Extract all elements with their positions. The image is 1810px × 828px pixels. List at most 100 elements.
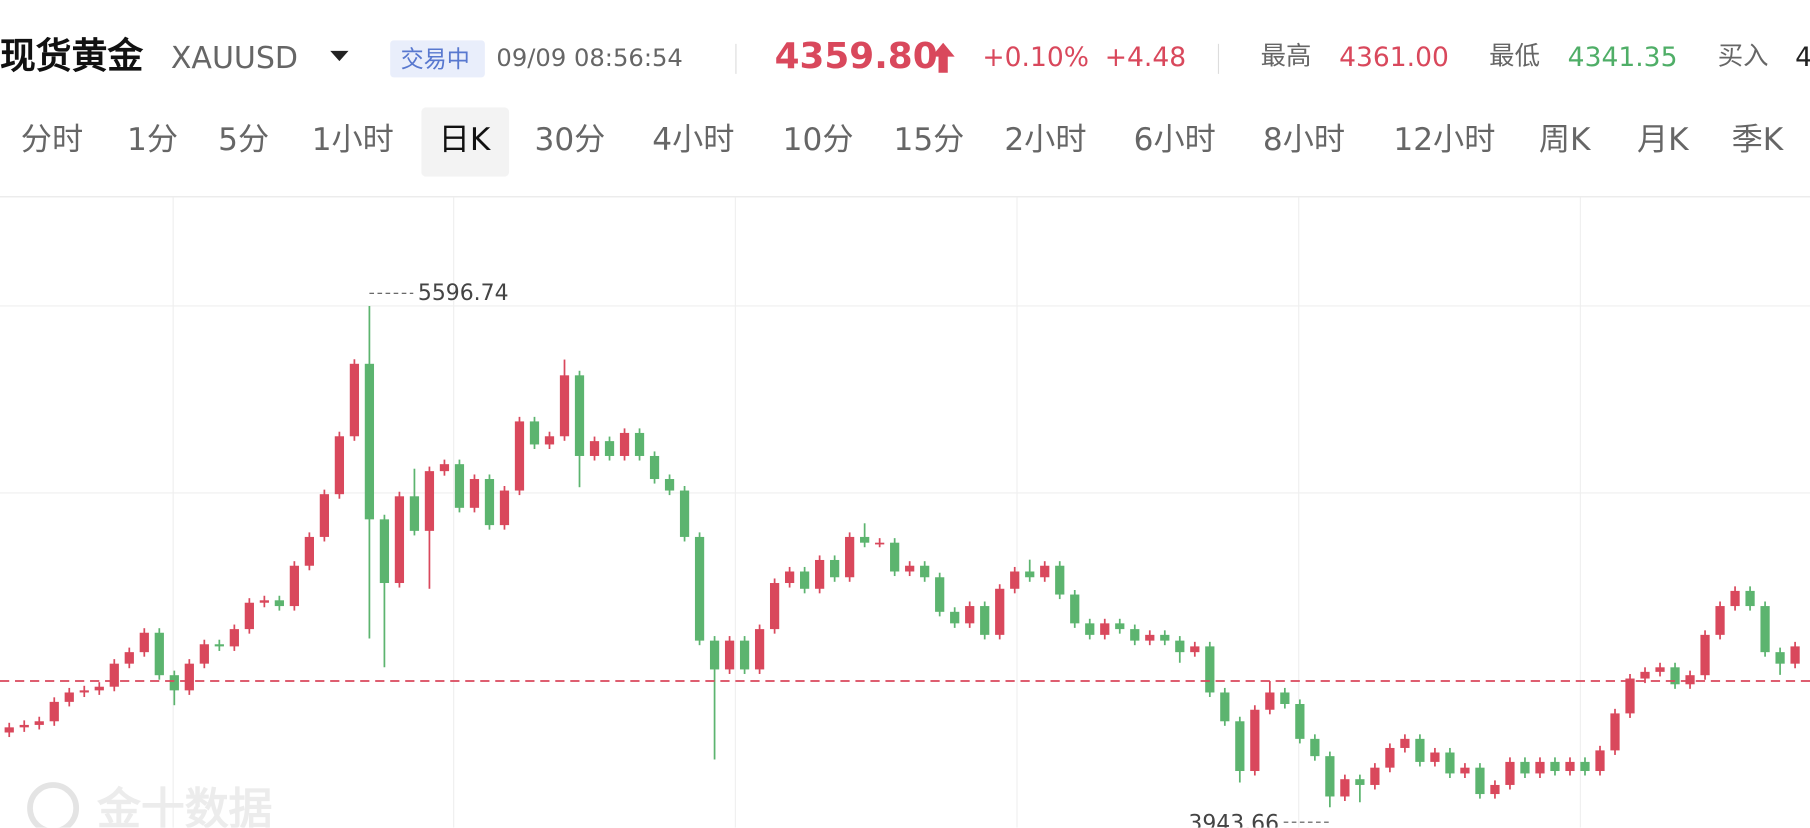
candle-body	[739, 640, 750, 670]
candle-body	[394, 496, 405, 584]
candle-body	[1205, 646, 1215, 693]
period-tab[interactable]: 12小时	[1393, 122, 1496, 159]
period-tab[interactable]: 30分	[534, 122, 606, 159]
candle-body	[139, 632, 149, 653]
candle-body	[679, 490, 690, 537]
candle-body	[574, 375, 585, 456]
candle-body	[274, 600, 284, 607]
candle-body	[1115, 623, 1125, 630]
high-label: 最高	[1260, 42, 1312, 72]
instrument-title: 现货黄金	[0, 35, 144, 78]
candle-body	[79, 690, 89, 693]
candle-body	[784, 571, 795, 584]
candle-body	[349, 363, 360, 437]
candle-body	[1265, 692, 1275, 710]
candle-body	[1325, 756, 1335, 797]
grid	[0, 197, 1810, 828]
period-tab[interactable]: 月K	[1636, 122, 1689, 159]
period-tab[interactable]: 5分	[218, 122, 270, 159]
candle-body	[1220, 692, 1230, 722]
candle-body	[619, 432, 630, 456]
candle-body	[199, 644, 209, 664]
candle-body	[409, 496, 420, 531]
candle-body	[1670, 667, 1680, 685]
candle-body	[1715, 606, 1725, 635]
candle-body	[1550, 761, 1560, 772]
period-tab[interactable]: 周K	[1538, 122, 1591, 159]
candle-body	[1145, 634, 1155, 641]
period-tab[interactable]: 1分	[126, 122, 178, 159]
price: 4359.80	[774, 35, 938, 78]
candle-body	[1445, 752, 1455, 774]
candle-body	[1655, 667, 1665, 672]
candle-body	[1310, 738, 1320, 757]
candle-body	[815, 559, 825, 589]
candle-body	[1415, 738, 1425, 762]
candle-body	[799, 571, 810, 589]
candle-body	[469, 479, 480, 508]
status-text: 交易中	[400, 45, 470, 73]
candle-body	[604, 441, 615, 456]
candle-body	[124, 652, 134, 664]
candle-body	[1010, 571, 1020, 589]
separator	[735, 43, 737, 74]
candle-body	[454, 464, 465, 508]
candle-body	[4, 727, 14, 733]
candle-body	[1760, 606, 1770, 653]
up-arrow	[931, 42, 955, 73]
watermark-logo	[27, 782, 80, 828]
period-tab[interactable]: 15分	[893, 122, 965, 159]
candle-body	[860, 536, 870, 543]
period-tab[interactable]: 6小时	[1133, 122, 1216, 159]
candle-body	[664, 479, 675, 491]
candle-body	[1070, 594, 1080, 624]
candle-body	[1040, 565, 1050, 578]
max-label: 5596.74	[418, 281, 509, 306]
candle-body	[94, 686, 104, 691]
symbol[interactable]: XAUUSD	[170, 41, 299, 77]
dropdown-icon[interactable]	[330, 50, 349, 63]
candle-body	[995, 588, 1005, 635]
candle-body	[830, 559, 840, 578]
period-tab[interactable]: 日K	[438, 122, 491, 159]
period-tab[interactable]: 8小时	[1262, 122, 1346, 159]
candle-body	[634, 432, 645, 456]
candle-body	[1535, 761, 1545, 774]
candle-body	[1085, 623, 1095, 635]
period-tab[interactable]: 10分	[782, 122, 854, 159]
candle-body	[1640, 671, 1650, 679]
candle-body	[724, 640, 735, 670]
period-tab[interactable]: 季K	[1731, 122, 1784, 159]
candle-body	[19, 724, 29, 728]
candle-body	[1460, 767, 1470, 774]
candle-body	[1355, 779, 1365, 785]
candle-body	[1520, 761, 1530, 774]
bid-label: 买入	[1717, 42, 1769, 72]
candle-body	[1595, 750, 1605, 772]
candle-body	[1580, 761, 1590, 772]
candle-body	[1610, 713, 1620, 751]
candle-body	[244, 602, 254, 630]
candle-body	[514, 421, 525, 491]
candle-body	[1475, 767, 1485, 795]
candle-body	[1400, 738, 1410, 748]
candle-body	[845, 536, 855, 578]
selected-tab-bg	[421, 107, 510, 177]
candle-body	[64, 692, 74, 702]
candle-body	[1730, 590, 1740, 607]
candle-body	[1295, 703, 1305, 739]
period-tab[interactable]: 4小时	[652, 122, 735, 159]
candle-body	[890, 542, 900, 572]
candle-body	[1700, 634, 1710, 676]
candle-body	[289, 565, 299, 607]
period-tab[interactable]: 2小时	[1004, 122, 1087, 159]
candle-body	[259, 600, 269, 603]
candle-body	[169, 675, 179, 691]
change: +4.48	[1104, 42, 1187, 73]
candle-body	[1160, 634, 1170, 641]
period-tab[interactable]: 分时	[20, 122, 84, 159]
candle-body	[1175, 640, 1185, 653]
low-value: 4341.35	[1567, 42, 1678, 73]
candle-body	[109, 663, 119, 687]
period-tab[interactable]: 1小时	[311, 122, 394, 159]
